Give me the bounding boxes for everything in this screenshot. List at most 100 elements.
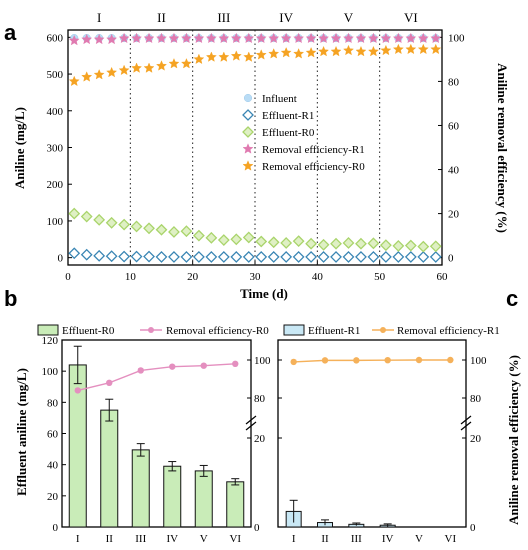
removal-r1-point <box>193 32 205 44</box>
removal-r0-point <box>143 62 155 73</box>
stage-label: V <box>344 10 354 25</box>
panel-b-y-tick-label: 20 <box>47 491 59 503</box>
removal-r0-point <box>232 360 239 367</box>
panel-a-right-axis-label: Aniline removal efficiency (%) <box>495 63 510 233</box>
removal-r1-point <box>290 358 297 366</box>
effluent-r1-point <box>130 250 143 263</box>
removal-r0-point <box>417 43 429 55</box>
panel-c-axis-break <box>460 415 472 425</box>
effluent-r0-point <box>429 240 442 253</box>
panel-a-y-tick-label: 400 <box>47 106 64 118</box>
panel-c-x-tick-label: V <box>415 533 423 545</box>
effluent-r0-point <box>217 234 230 246</box>
removal-r0-point <box>343 44 354 56</box>
removal-r0-point <box>169 363 176 370</box>
removal-r0-line <box>77 363 236 392</box>
panel-a-y-tick-label: 500 <box>47 69 64 81</box>
effluent-r0-point <box>404 239 417 252</box>
removal-r1-point <box>430 32 442 44</box>
panel-b-x-tick-label: II <box>106 533 114 545</box>
removal-r1-point <box>415 356 423 364</box>
panel-b-x-tick-label: IV <box>166 533 178 545</box>
removal-r0-point <box>205 51 217 62</box>
panel-c-legend: Effluent-R1 Removal efficiency-R1 <box>283 324 500 337</box>
legend-removal-r0-marker <box>148 327 154 333</box>
removal-r1-point <box>293 32 305 44</box>
panel-b-right-tick-label: 0 <box>254 522 260 534</box>
removal-r0-point <box>243 51 255 62</box>
effluent-r1-point <box>404 251 417 263</box>
effluent-r0-point <box>255 235 268 248</box>
removal-r1-point <box>384 356 391 364</box>
effluent-r0-point <box>130 220 143 233</box>
removal-r0-point <box>268 48 280 59</box>
stage-label: I <box>97 10 101 25</box>
effluent-r1-point <box>305 251 318 263</box>
panel-a-right-tick-label: 40 <box>448 165 460 177</box>
legend-effluent-r1-label: Effluent-R1 <box>308 325 360 337</box>
effluent-r1-point <box>292 251 305 263</box>
panel-a-right-tick-label: 60 <box>448 120 460 132</box>
removal-r0-point <box>380 44 392 56</box>
removal-r1-point <box>353 357 360 364</box>
panel-a-y-tick-label: 0 <box>58 253 64 265</box>
panel-c-right-tick-label: 80 <box>470 393 482 405</box>
effluent-r1-point <box>217 251 230 263</box>
removal-r0-point <box>293 48 305 59</box>
removal-r1-point <box>230 32 242 44</box>
effluent-r1-point <box>330 251 342 263</box>
panel-c-axes: 0 20 80 100 <box>277 339 487 534</box>
panel-b-marks: I II III IV V VI <box>68 345 245 545</box>
removal-r0-point <box>280 47 292 58</box>
panel-a-right-tick-label: 80 <box>448 76 460 88</box>
legend-removal-r0-label: Removal efficiency-R0 <box>262 161 365 173</box>
effluent-r0-point <box>330 237 342 250</box>
panel-a-y-tick-label: 100 <box>47 216 64 228</box>
removal-r0-point <box>137 367 144 374</box>
panel-a-y-tick-label: 600 <box>47 32 64 44</box>
effluent-r0-bar <box>100 409 119 528</box>
legend-removal-r1-marker <box>242 143 254 154</box>
panel-b-x-tick-label: III <box>135 533 146 545</box>
effluent-r1-point <box>417 251 430 263</box>
effluent-r1-point <box>68 247 81 260</box>
panel-a-x-tick-label: 20 <box>187 271 199 283</box>
removal-r1-point <box>355 32 367 44</box>
panel-c-x-tick-label: I <box>292 533 296 545</box>
panel-b-y-tick-label: 40 <box>47 460 59 472</box>
effluent-r0-point <box>230 233 243 246</box>
effluent-r1-point <box>93 249 106 262</box>
effluent-r0-point <box>317 238 330 251</box>
removal-r1-point <box>218 32 230 44</box>
panel-b-y-tick-label: 60 <box>47 429 59 441</box>
panel-a-legend: Influent Effluent-R1 Effluent-R0 Removal ef… <box>242 93 365 173</box>
panel-a-right-tick-label: 20 <box>448 209 460 221</box>
panel-a-x-tick-label: 40 <box>312 271 324 283</box>
effluent-r0-point <box>118 218 131 231</box>
panel-a-y-tick-label: 300 <box>47 143 64 155</box>
removal-r1-point <box>343 32 354 44</box>
removal-r0-point <box>193 53 205 65</box>
removal-r1-point <box>156 32 167 44</box>
effluent-r1-point <box>118 250 131 263</box>
effluent-r0-point <box>379 239 392 252</box>
effluent-r1-point <box>192 251 205 263</box>
legend-effluent-r0-swatch <box>37 324 59 336</box>
effluent-r0-point <box>305 237 318 250</box>
removal-r0-point <box>367 45 379 57</box>
panel-b-x-tick-label: I <box>76 533 80 545</box>
effluent-r0-point <box>80 210 93 223</box>
panel-c-right-tick-label: 20 <box>470 433 482 445</box>
removal-r0-point <box>74 387 81 394</box>
panel-a-x-tick-label: 50 <box>374 271 386 283</box>
removal-r0-point <box>255 49 267 60</box>
effluent-r1-point <box>367 251 380 263</box>
removal-r0-point <box>200 362 207 369</box>
removal-r1-point <box>380 32 392 44</box>
legend-effluent-r1-label: Effluent-R1 <box>262 110 314 122</box>
effluent-r0-point <box>417 240 430 253</box>
effluent-r0-point <box>168 226 180 238</box>
panel-letter-b: b <box>4 286 17 311</box>
panel-letter-c: c <box>506 286 518 311</box>
removal-r1-point <box>417 32 429 44</box>
